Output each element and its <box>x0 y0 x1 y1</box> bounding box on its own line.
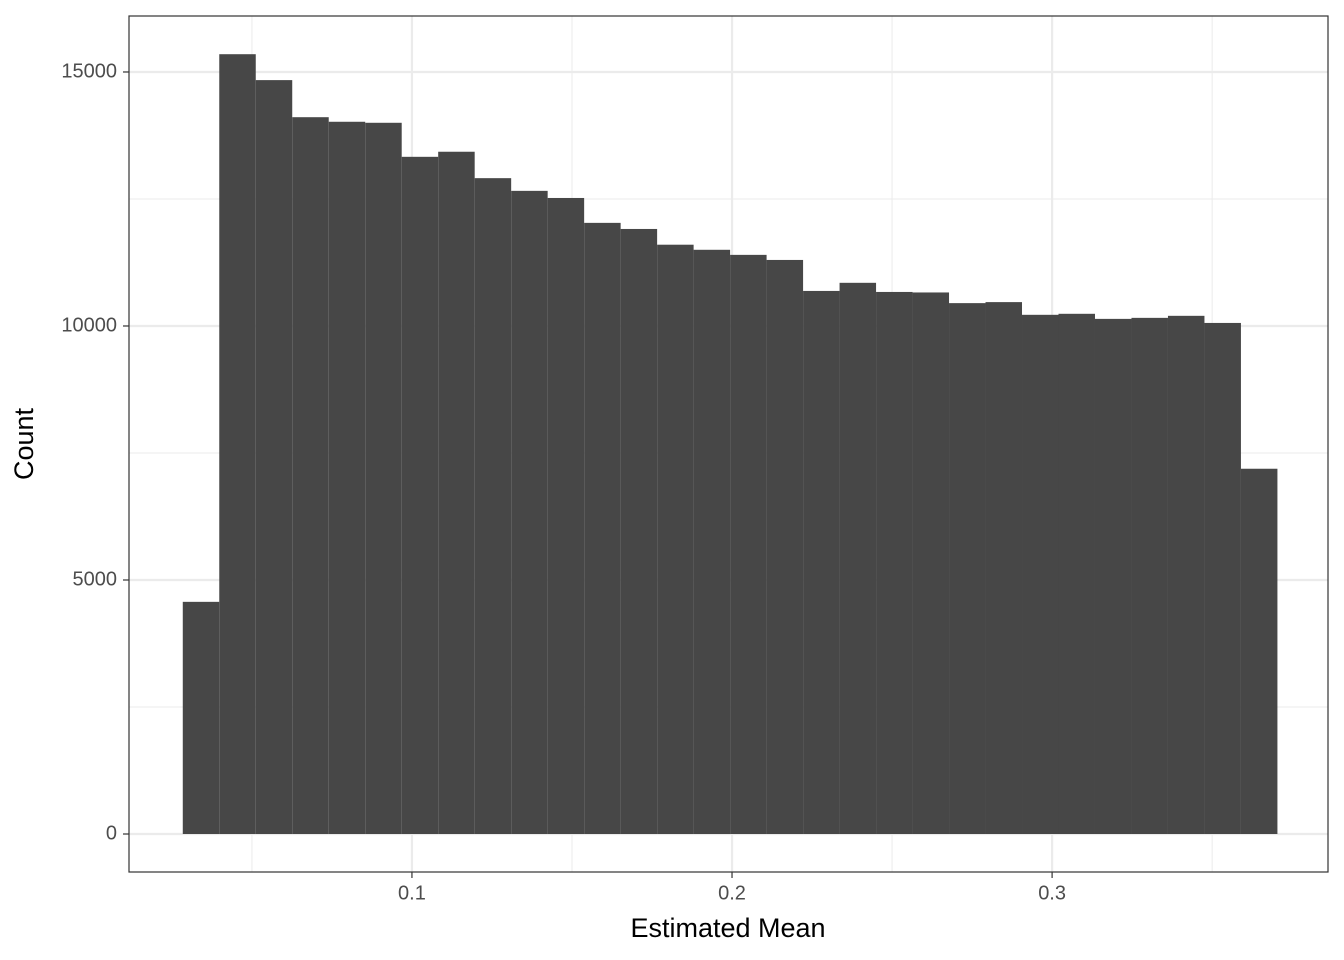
panel-border <box>128 15 1329 873</box>
bar <box>584 222 621 835</box>
x-tick-label: 0.1 <box>398 882 426 904</box>
bar <box>1131 317 1168 835</box>
bar <box>182 601 220 835</box>
y-tick-label: 15000 <box>61 60 117 82</box>
bar <box>1058 313 1095 835</box>
x-tick-label: 0.3 <box>1038 882 1066 904</box>
bar <box>766 259 804 835</box>
bar <box>328 121 366 835</box>
bar <box>1240 468 1278 835</box>
bar <box>912 292 950 835</box>
bar <box>255 80 293 835</box>
x-axis-title: Estimated Mean <box>630 913 825 943</box>
bar <box>547 197 585 835</box>
bar <box>620 228 658 835</box>
bar <box>438 151 475 835</box>
bar <box>1094 318 1132 835</box>
bar <box>839 282 877 835</box>
y-axis-title: Count <box>9 407 39 480</box>
bar <box>365 122 402 835</box>
bar <box>1167 315 1205 835</box>
bar <box>219 54 256 835</box>
y-tick-label: 10000 <box>61 314 117 336</box>
bar <box>949 303 986 835</box>
y-tick-label: 5000 <box>73 568 118 590</box>
bar <box>1022 314 1059 835</box>
bar <box>292 117 329 835</box>
bar <box>985 302 1023 835</box>
bar <box>803 290 840 835</box>
bar <box>401 156 439 835</box>
bar <box>657 244 694 835</box>
y-tick-label: 0 <box>106 822 117 844</box>
bar <box>876 291 913 835</box>
bar <box>730 254 767 835</box>
bar <box>1204 322 1241 835</box>
bar <box>511 190 548 835</box>
bar <box>693 249 731 835</box>
bar <box>474 178 512 835</box>
x-tick-label: 0.2 <box>718 882 746 904</box>
